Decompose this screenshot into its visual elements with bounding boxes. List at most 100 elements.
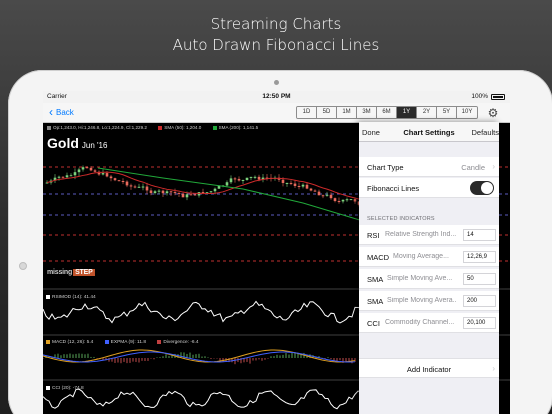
sma50-text: SMA (50): 1,204.0 bbox=[164, 125, 202, 130]
indicator-description: Relative Strength Ind... bbox=[385, 231, 457, 238]
candle-body bbox=[293, 183, 297, 186]
candle-body bbox=[173, 192, 177, 194]
ohlc-text: Op:1,243.0, Hi:1,246.8, Lo:1,224.9, Cl:1… bbox=[53, 125, 147, 130]
indicator-abbr: CCI bbox=[367, 319, 380, 328]
indicator-parameter-field[interactable]: 20,100 bbox=[463, 317, 496, 329]
indicator-abbr: SMA bbox=[367, 297, 384, 306]
candle-body bbox=[305, 184, 309, 189]
chart-type-row[interactable]: Chart Type Candle › bbox=[359, 157, 499, 177]
macd-legend: MACD (12, 26): 5.4 EXPMA (9): 11.8 Diver… bbox=[46, 340, 209, 345]
chevron-right-icon: › bbox=[492, 364, 495, 373]
app-screen: Carrier 12:50 PM 100% ‹ Back 1D 5D 1M 3M 6M 1… bbox=[43, 91, 510, 414]
range-button-5y[interactable]: 5Y bbox=[437, 107, 457, 118]
gear-icon[interactable]: ⚙ bbox=[487, 106, 499, 120]
range-button-10y[interactable]: 10Y bbox=[457, 107, 477, 118]
chart-settings-popover: Done Chart Settings Defaults Chart Type … bbox=[359, 122, 499, 414]
indicator-row-rsi[interactable]: RSI Relative Strength Ind... 14 bbox=[359, 225, 499, 245]
candle-body bbox=[353, 199, 357, 202]
range-button-2y[interactable]: 2Y bbox=[417, 107, 437, 118]
sma50-swatch bbox=[158, 125, 163, 130]
macd-line bbox=[43, 349, 356, 363]
contract-month: Jun '16 bbox=[81, 141, 108, 150]
candle-body bbox=[213, 188, 217, 192]
rsi-label: RSIMOD (14): 41.44 bbox=[52, 295, 96, 301]
candle-body bbox=[245, 177, 249, 180]
candle-body bbox=[125, 181, 129, 186]
candle-body bbox=[249, 176, 253, 178]
indicator-description: Moving Average... bbox=[393, 253, 449, 260]
chevron-left-icon: ‹ bbox=[49, 105, 53, 119]
cci-swatch bbox=[46, 386, 50, 390]
candle-body bbox=[53, 177, 57, 181]
candle-body bbox=[81, 167, 85, 170]
candle-body bbox=[105, 173, 109, 177]
defaults-button[interactable]: Defaults bbox=[471, 128, 499, 137]
indicator-parameter-field[interactable]: 14 bbox=[463, 229, 496, 241]
candle-body bbox=[65, 175, 69, 178]
candle-body bbox=[133, 186, 137, 188]
fibonacci-toggle[interactable] bbox=[470, 181, 494, 195]
indicator-description: Simple Moving Ave... bbox=[387, 275, 453, 282]
indicator-parameter-field[interactable]: 12,26,9 bbox=[463, 251, 496, 263]
indicator-parameter-field[interactable]: 50 bbox=[463, 273, 496, 285]
cci-legend: CCI (20): -74.8 bbox=[46, 386, 94, 391]
candle-body bbox=[193, 194, 197, 196]
logo-text-a: missing bbox=[47, 269, 73, 276]
candle-body bbox=[309, 188, 313, 191]
indicator-description: Commodity Channel... bbox=[385, 319, 455, 326]
candle-body bbox=[209, 191, 213, 193]
rsi-line bbox=[43, 300, 371, 324]
range-button-3m[interactable]: 3M bbox=[357, 107, 377, 118]
expma-label: EXPMA (9): 11.8 bbox=[110, 340, 147, 346]
indicator-row-sma[interactable]: SMA Simple Moving Avera... 200 bbox=[359, 291, 499, 311]
add-indicator-button[interactable]: Add Indicator › bbox=[359, 358, 499, 378]
expma-line bbox=[43, 351, 356, 363]
candle-body bbox=[241, 179, 245, 181]
candle-body bbox=[257, 176, 261, 180]
back-button[interactable]: ‹ Back bbox=[49, 105, 74, 119]
symbol-title: Gold Jun '16 bbox=[47, 135, 107, 151]
candle-body bbox=[317, 191, 321, 196]
candle-body bbox=[289, 182, 293, 184]
range-button-6m[interactable]: 6M bbox=[377, 107, 397, 118]
macd-label: MACD (12, 26): 5.4 bbox=[52, 340, 94, 346]
candle-body bbox=[177, 192, 181, 194]
home-button bbox=[19, 262, 27, 270]
candle-body bbox=[89, 167, 93, 171]
candle-body bbox=[113, 178, 117, 181]
candle-body bbox=[97, 171, 101, 175]
candle-body bbox=[313, 190, 317, 192]
candle-body bbox=[145, 186, 149, 191]
candle-body bbox=[225, 182, 229, 186]
candle-body bbox=[117, 180, 121, 182]
battery-icon bbox=[491, 94, 505, 100]
candle-body bbox=[325, 194, 329, 196]
range-button-1y[interactable]: 1Y bbox=[397, 107, 417, 118]
chevron-right-icon: › bbox=[492, 162, 495, 171]
indicators-section-header: SELECTED INDICATORS bbox=[367, 216, 435, 222]
done-button[interactable]: Done bbox=[362, 128, 380, 137]
headline: Streaming Charts Auto Drawn Fibonacci Li… bbox=[0, 14, 552, 56]
candle-body bbox=[141, 186, 145, 188]
candle-body bbox=[149, 190, 153, 194]
sma200-text: SMA (200): 1,141.5 bbox=[218, 125, 259, 130]
headline-line-1: Streaming Charts bbox=[210, 15, 342, 33]
indicator-row-macd[interactable]: MACD Moving Average... 12,26,9 bbox=[359, 247, 499, 267]
indicator-parameter-field[interactable]: 200 bbox=[463, 295, 496, 307]
indicator-row-cci[interactable]: CCI Commodity Channel... 20,100 bbox=[359, 313, 499, 333]
candle-body bbox=[217, 185, 221, 189]
range-button-1m[interactable]: 1M bbox=[337, 107, 357, 118]
indicator-row-sma[interactable]: SMA Simple Moving Ave... 50 bbox=[359, 269, 499, 289]
cci-label: CCI (20): -74.8 bbox=[52, 386, 84, 392]
time-range-selector: 1D 5D 1M 3M 6M 1Y 2Y 5Y 10Y bbox=[296, 106, 478, 119]
expma-swatch bbox=[104, 340, 109, 344]
range-button-1d[interactable]: 1D bbox=[297, 107, 317, 118]
missingstep-logo: missing STEP bbox=[47, 269, 95, 276]
chart-type-label: Chart Type bbox=[367, 163, 404, 172]
sma200-line bbox=[97, 167, 364, 222]
candle-body bbox=[297, 185, 301, 187]
candle-body bbox=[77, 169, 81, 173]
candle-body bbox=[233, 178, 237, 180]
range-button-5d[interactable]: 5D bbox=[317, 107, 337, 118]
battery-percent: 100% bbox=[471, 93, 488, 100]
